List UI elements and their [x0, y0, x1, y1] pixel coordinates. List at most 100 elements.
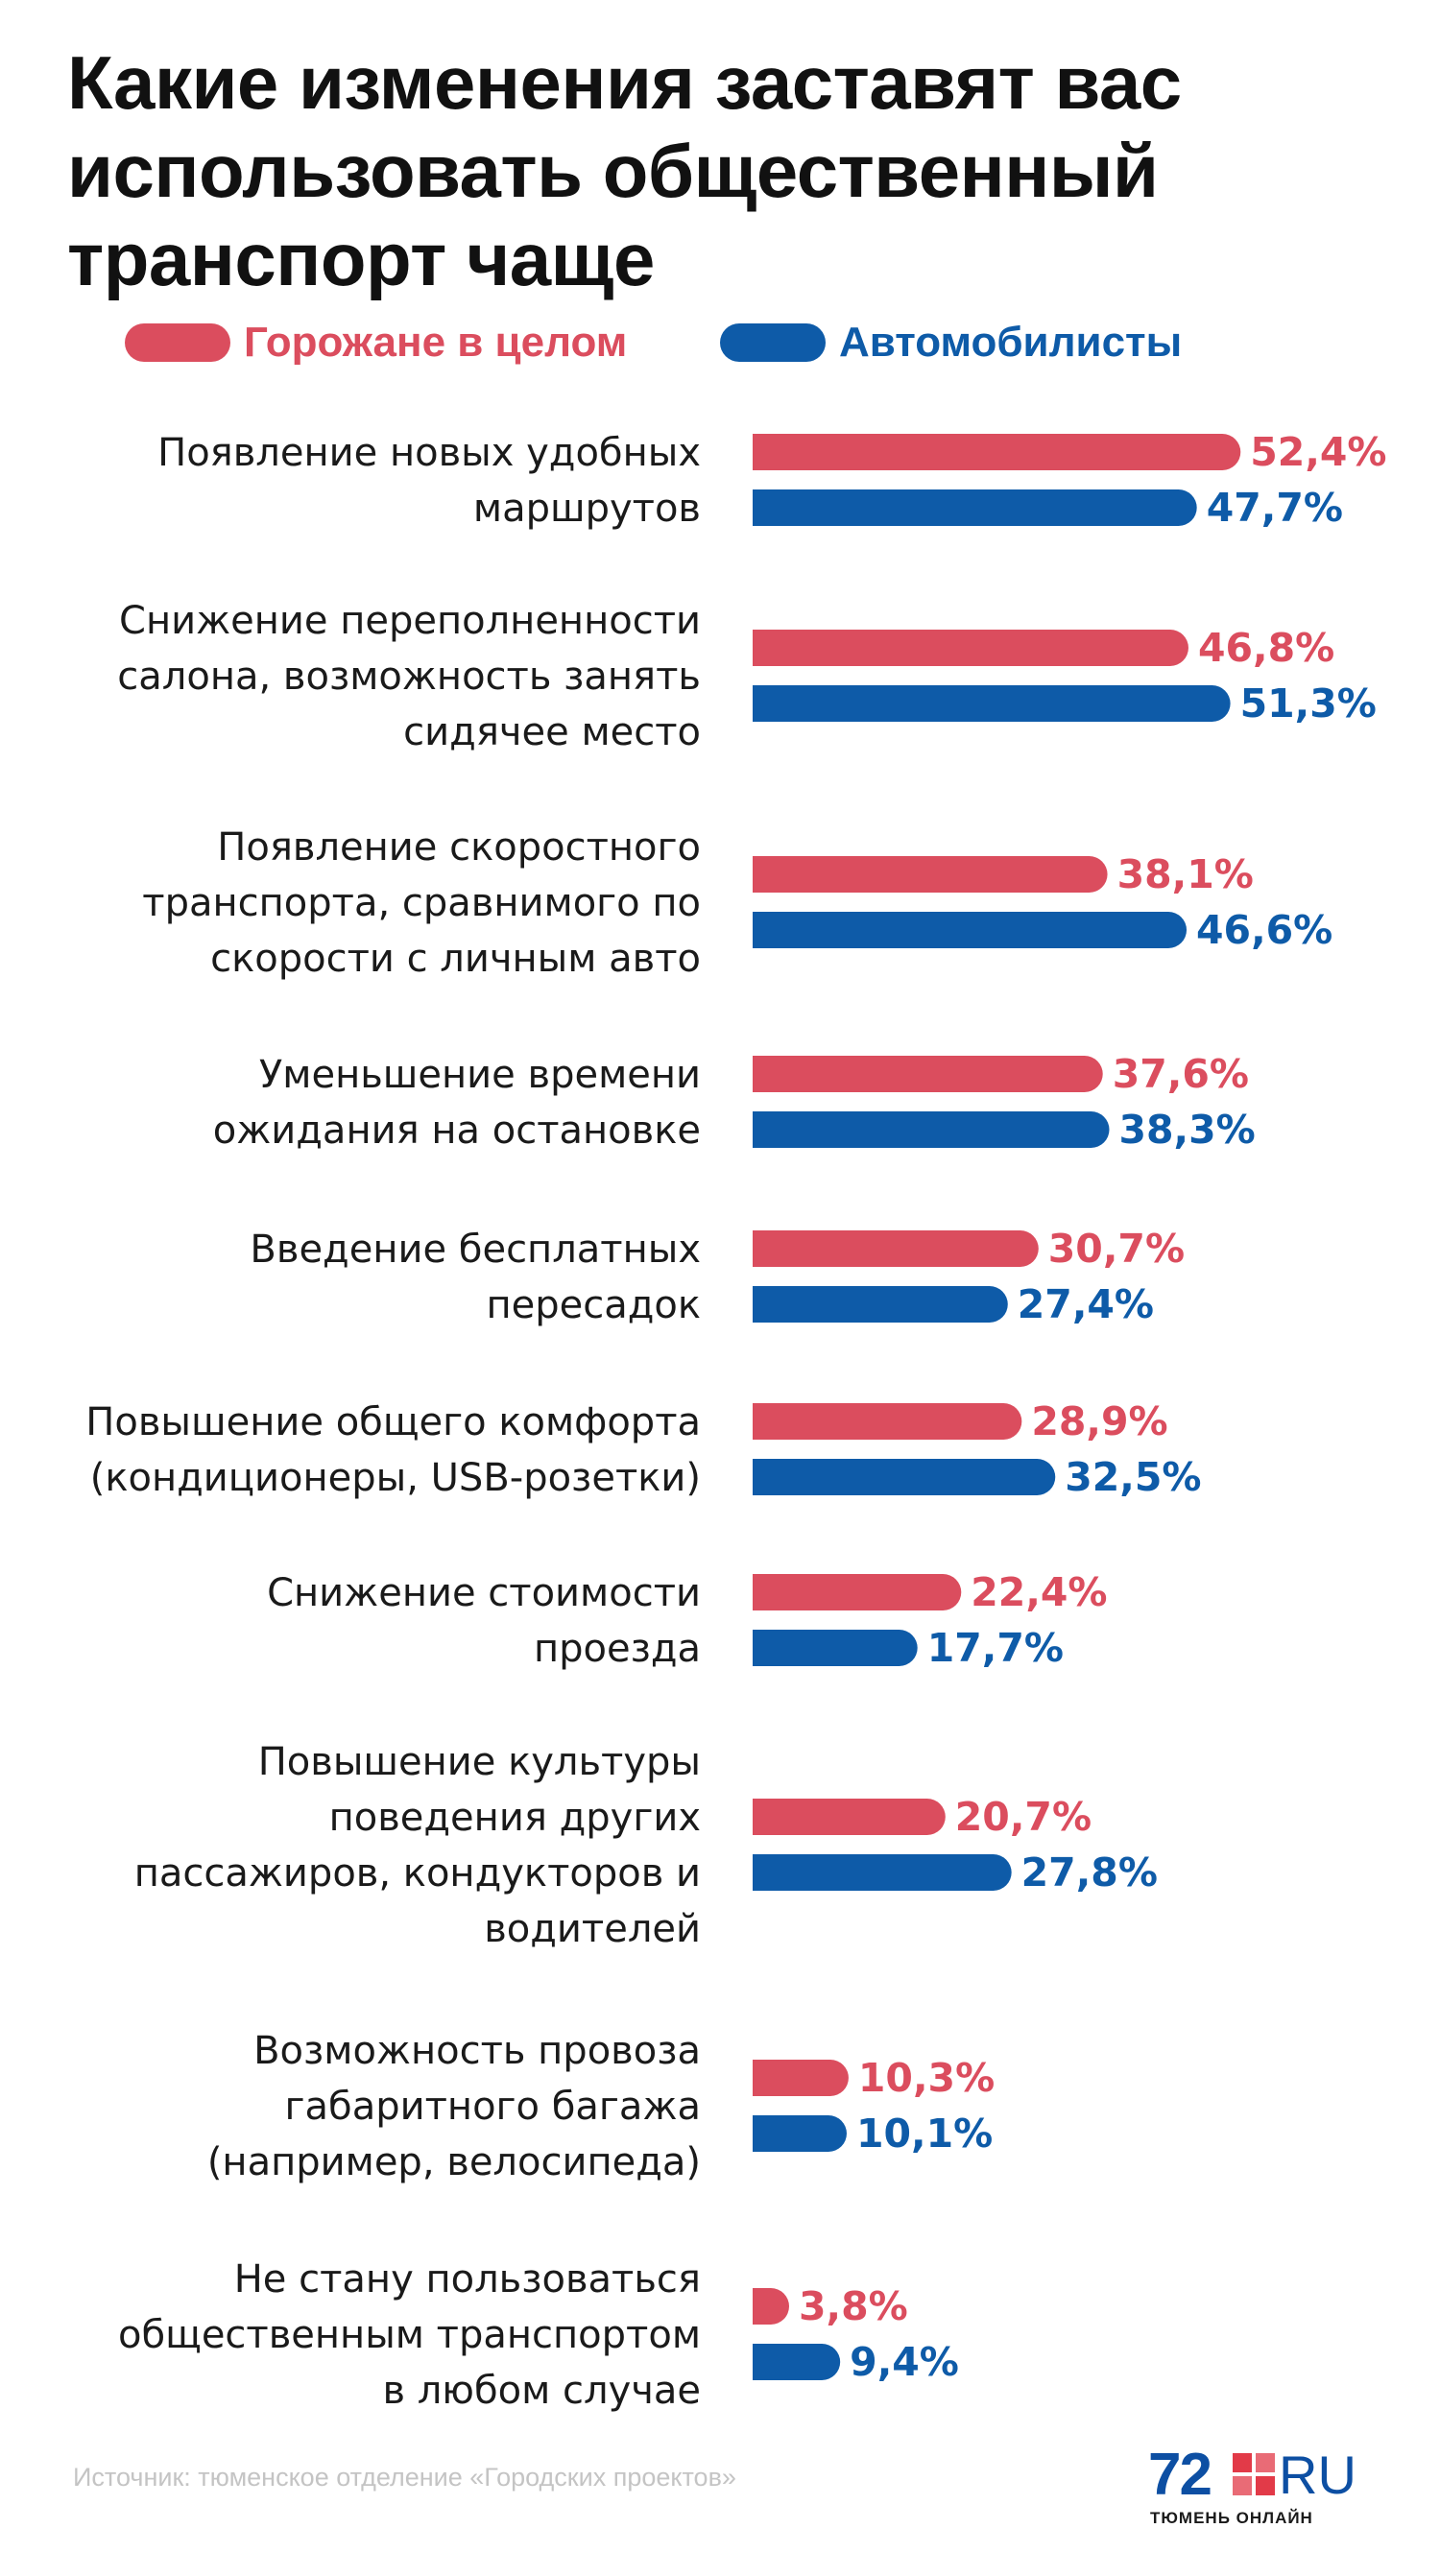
category-label: Появление скоростного транспорта, сравним…	[142, 825, 701, 981]
category-label-line: водителей	[484, 1907, 701, 1951]
category-label-line: Введение бесплатных	[250, 1228, 701, 1272]
value-label-motorists: 10,1%	[856, 2111, 993, 2157]
bar-motorists	[753, 1111, 1110, 1148]
category-label-line: сидячее место	[403, 710, 701, 754]
bar-motorists	[753, 1286, 1008, 1323]
bar-residents	[753, 2060, 849, 2096]
bar-motorists	[753, 912, 1188, 948]
category-label-line: габаритного багажа	[285, 2085, 701, 2129]
value-label-motorists: 27,8%	[1021, 1849, 1158, 1896]
value-label-residents: 46,8%	[1198, 625, 1334, 671]
category-label: Возможность провоза габаритного багажа (на…	[207, 2029, 701, 2184]
source-note: Источник: тюменское отделение «Городских…	[73, 2463, 736, 2492]
bar-left-edge	[753, 1799, 771, 1835]
brand-logo: 72 RU ТЮМЕНЬ ОНЛАЙН	[1148, 2445, 1369, 2532]
value-label-residents: 20,7%	[955, 1794, 1092, 1840]
value-label-residents: 52,4%	[1250, 429, 1386, 475]
value-label-motorists: 32,5%	[1065, 1454, 1201, 1500]
category-label-line: Снижение стоимости	[267, 1571, 701, 1615]
logo-mark-icon	[1233, 2453, 1275, 2495]
bar-motorists	[753, 2344, 841, 2380]
category-label: Уменьшение времени ожидания на остановке	[213, 1053, 701, 1153]
value-label-motorists: 27,4%	[1018, 1281, 1154, 1327]
bar-motorists	[753, 2115, 847, 2152]
bar-left-edge	[753, 1286, 771, 1323]
value-label-residents: 30,7%	[1048, 1226, 1185, 1272]
bar-left-edge	[753, 2344, 771, 2380]
value-label-residents: 22,4%	[971, 1569, 1107, 1615]
category-label-line: проезда	[534, 1627, 701, 1671]
category-label-line: общественным транспортом	[118, 2313, 701, 2357]
category-label: Повышение общего комфорта (кондиционеры, …	[85, 1400, 701, 1500]
bar-left-edge	[753, 1230, 771, 1267]
category-label: Повышение культуры поведения других пассаж…	[134, 1740, 701, 1951]
legend-swatch-motorists	[720, 323, 826, 362]
category-label-line: салона, возможность занять	[117, 655, 701, 699]
bar-residents	[753, 1230, 1039, 1267]
value-label-residents: 28,9%	[1031, 1398, 1167, 1444]
bar-left-edge	[753, 1056, 771, 1092]
category-label-line: транспорта, сравнимого по	[142, 881, 701, 925]
value-label-residents: 38,1%	[1117, 851, 1254, 897]
bar-left-edge	[753, 1459, 771, 1495]
page-title: Какие изменения заставят вас использоват…	[67, 40, 1182, 301]
value-label-motorists: 17,7%	[927, 1625, 1064, 1671]
category-label-line: поведения других	[329, 1796, 701, 1840]
bar-residents	[753, 630, 1188, 666]
logo-subtitle: ТЮМЕНЬ ОНЛАЙН	[1150, 2509, 1313, 2527]
value-label-motorists: 38,3%	[1119, 1107, 1256, 1153]
value-label-motorists: 46,6%	[1196, 907, 1332, 953]
bar-motorists	[753, 1630, 918, 1666]
category-label-line: Возможность провоза	[253, 2029, 701, 2073]
value-label-motorists: 47,7%	[1207, 485, 1343, 531]
bar-motorists	[753, 1459, 1056, 1495]
bar-left-edge	[753, 2115, 771, 2152]
category-label-line: Повышение общего комфорта	[85, 1400, 701, 1444]
category-label: Введение бесплатных пересадок	[250, 1228, 701, 1327]
category-label: Снижение переполненности салона, возможно…	[117, 599, 701, 754]
bar-left-edge	[753, 1630, 771, 1666]
bar-residents	[753, 856, 1108, 893]
bar-left-edge	[753, 630, 771, 666]
category-label-line: Появление скоростного	[217, 825, 701, 870]
bar-residents	[753, 1403, 1022, 1440]
category-label-line: скорости с личным авто	[210, 937, 701, 981]
legend-item-residents: Горожане в целом	[125, 319, 627, 367]
category-label-line: ожидания на остановке	[213, 1109, 701, 1153]
category-label: Снижение стоимости проезда	[267, 1571, 701, 1671]
bar-motorists	[753, 1854, 1012, 1891]
bar-residents	[753, 1799, 946, 1835]
value-label-motorists: 51,3%	[1240, 680, 1377, 727]
bar-left-edge	[753, 685, 771, 722]
category-label-line: Не стану пользоваться	[234, 2257, 701, 2302]
bar-left-edge	[753, 2288, 771, 2325]
category-label-line: пересадок	[486, 1283, 701, 1327]
value-label-motorists: 9,4%	[850, 2339, 959, 2385]
category-label: Не стану пользоваться общественным трансп…	[118, 2257, 701, 2413]
bar-left-edge	[753, 1111, 771, 1148]
category-label-line: Уменьшение времени	[259, 1053, 701, 1097]
bar-left-edge	[753, 489, 771, 526]
bar-left-edge	[753, 1403, 771, 1440]
category-label-line: Повышение культуры	[258, 1740, 701, 1784]
value-label-residents: 3,8%	[799, 2283, 908, 2329]
bar-left-edge	[753, 912, 771, 948]
category-label-line: маршрутов	[473, 487, 701, 531]
bar-residents	[753, 434, 1241, 470]
legend-item-motorists: Автомобилисты	[720, 319, 1182, 367]
category-label-line: (кондиционеры, USB-розетки)	[90, 1456, 701, 1500]
bar-motorists	[753, 489, 1197, 526]
bar-motorists	[753, 685, 1231, 722]
category-label-line: Появление новых удобных	[157, 431, 701, 475]
category-label-line: (например, велосипеда)	[207, 2140, 701, 2184]
value-label-residents: 37,6%	[1113, 1051, 1249, 1097]
bar-residents	[753, 1056, 1103, 1092]
bar-left-edge	[753, 1574, 771, 1610]
bar-residents	[753, 1574, 962, 1610]
legend-swatch-residents	[125, 323, 230, 362]
bar-left-edge	[753, 1854, 771, 1891]
category-label-line: пассажиров, кондукторов и	[134, 1851, 701, 1896]
logo-number: 72	[1148, 2442, 1212, 2508]
bar-left-edge	[753, 2060, 771, 2096]
